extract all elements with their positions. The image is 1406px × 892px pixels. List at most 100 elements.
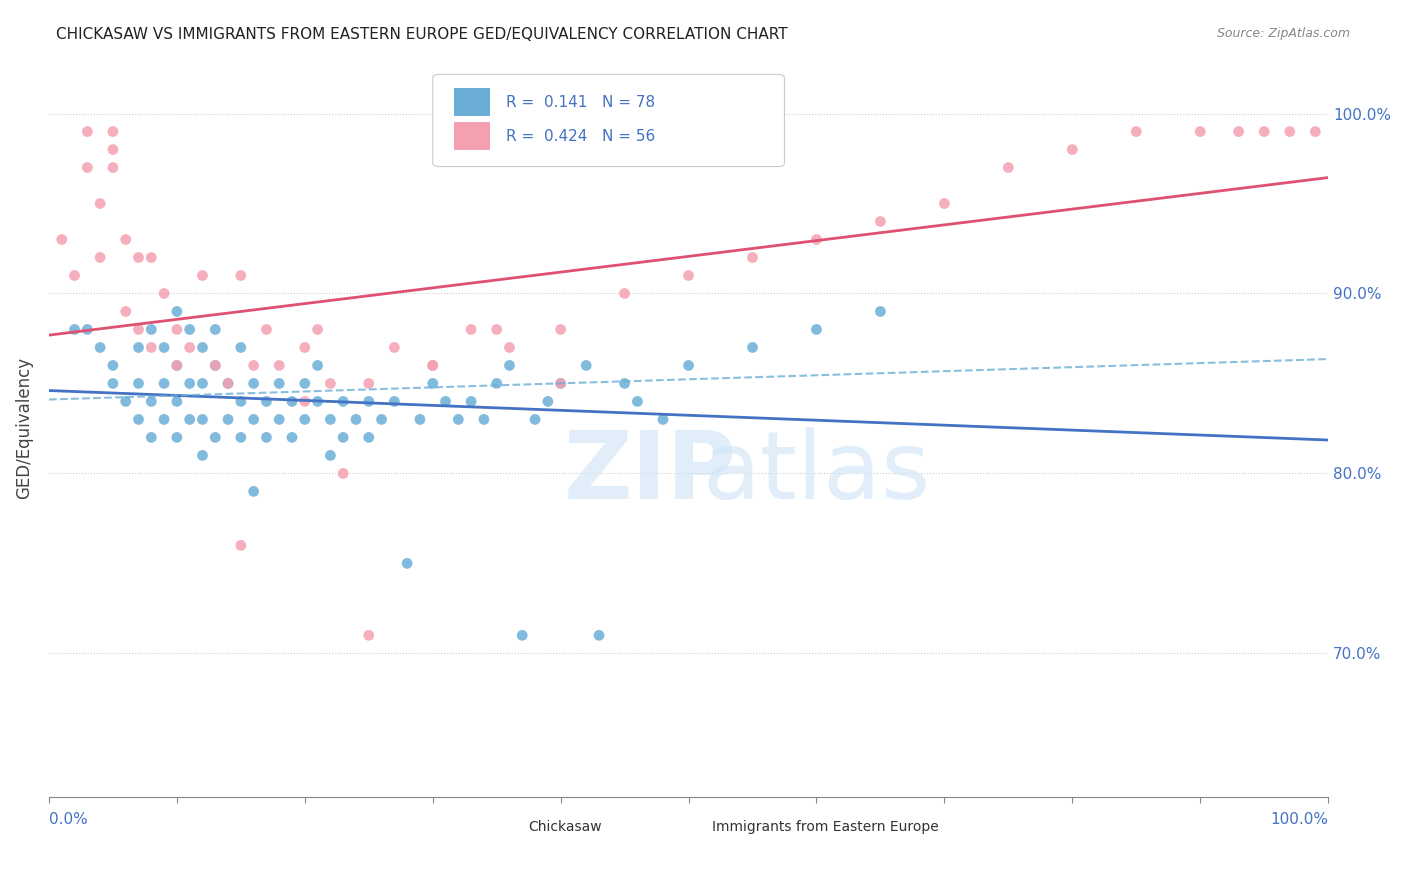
- Point: [319, 412, 342, 426]
- Point: [472, 412, 495, 426]
- Text: 0.0%: 0.0%: [49, 812, 87, 827]
- Point: [242, 412, 264, 426]
- Text: ZIP: ZIP: [564, 426, 737, 518]
- Point: [524, 412, 547, 426]
- Point: [332, 430, 354, 444]
- Point: [869, 214, 891, 228]
- Bar: [673, 817, 704, 838]
- Point: [1189, 124, 1212, 138]
- Point: [281, 430, 304, 444]
- Point: [89, 251, 111, 265]
- Point: [319, 376, 342, 391]
- Point: [204, 430, 226, 444]
- Point: [166, 430, 188, 444]
- Point: [242, 484, 264, 499]
- Point: [1253, 124, 1275, 138]
- Point: [114, 394, 136, 409]
- Point: [128, 376, 150, 391]
- Point: [382, 394, 405, 409]
- Point: [357, 376, 380, 391]
- Point: [101, 376, 124, 391]
- Text: Source: ZipAtlas.com: Source: ZipAtlas.com: [1216, 27, 1350, 40]
- Point: [307, 394, 329, 409]
- Point: [217, 376, 239, 391]
- Point: [63, 322, 86, 336]
- Point: [128, 322, 150, 336]
- Point: [229, 430, 252, 444]
- Point: [869, 304, 891, 318]
- Text: Immigrants from Eastern Europe: Immigrants from Eastern Europe: [711, 821, 938, 835]
- Text: atlas: atlas: [703, 426, 931, 518]
- Point: [191, 268, 214, 283]
- Point: [510, 628, 533, 642]
- Point: [141, 251, 163, 265]
- Point: [537, 394, 560, 409]
- Point: [575, 359, 598, 373]
- Point: [141, 341, 163, 355]
- Point: [741, 341, 763, 355]
- Point: [141, 394, 163, 409]
- Point: [613, 286, 636, 301]
- Point: [166, 394, 188, 409]
- Point: [678, 268, 700, 283]
- Point: [294, 376, 316, 391]
- Point: [128, 251, 150, 265]
- Point: [101, 161, 124, 175]
- Point: [191, 376, 214, 391]
- Point: [934, 196, 956, 211]
- Point: [269, 412, 291, 426]
- Bar: [491, 817, 522, 838]
- Point: [229, 394, 252, 409]
- Point: [153, 286, 176, 301]
- Text: Chickasaw: Chickasaw: [529, 821, 602, 835]
- Point: [269, 359, 291, 373]
- Point: [76, 124, 98, 138]
- Point: [307, 359, 329, 373]
- Point: [422, 359, 444, 373]
- Point: [89, 196, 111, 211]
- Point: [141, 430, 163, 444]
- Point: [254, 322, 277, 336]
- Point: [166, 322, 188, 336]
- Point: [485, 322, 508, 336]
- Point: [89, 341, 111, 355]
- Point: [588, 628, 610, 642]
- Point: [153, 412, 176, 426]
- Y-axis label: GED/Equivalency: GED/Equivalency: [15, 358, 32, 500]
- Point: [166, 359, 188, 373]
- Point: [294, 412, 316, 426]
- Point: [294, 394, 316, 409]
- Point: [166, 359, 188, 373]
- Text: CHICKASAW VS IMMIGRANTS FROM EASTERN EUROPE GED/EQUIVALENCY CORRELATION CHART: CHICKASAW VS IMMIGRANTS FROM EASTERN EUR…: [56, 27, 787, 42]
- Point: [1278, 124, 1301, 138]
- Point: [434, 394, 457, 409]
- Point: [128, 412, 150, 426]
- Point: [357, 628, 380, 642]
- Point: [76, 161, 98, 175]
- Point: [191, 449, 214, 463]
- Point: [357, 394, 380, 409]
- Point: [485, 376, 508, 391]
- Point: [422, 376, 444, 391]
- Point: [114, 304, 136, 318]
- Point: [76, 322, 98, 336]
- Point: [344, 412, 367, 426]
- Point: [204, 322, 226, 336]
- Point: [229, 538, 252, 552]
- Point: [370, 412, 392, 426]
- Point: [396, 557, 419, 571]
- Point: [1125, 124, 1147, 138]
- Point: [254, 394, 277, 409]
- Point: [806, 322, 828, 336]
- Point: [114, 233, 136, 247]
- Point: [166, 304, 188, 318]
- Point: [191, 341, 214, 355]
- Point: [652, 412, 675, 426]
- Point: [741, 251, 763, 265]
- Point: [179, 412, 201, 426]
- Point: [269, 376, 291, 391]
- Point: [806, 233, 828, 247]
- Point: [294, 341, 316, 355]
- Point: [550, 322, 572, 336]
- Point: [281, 394, 304, 409]
